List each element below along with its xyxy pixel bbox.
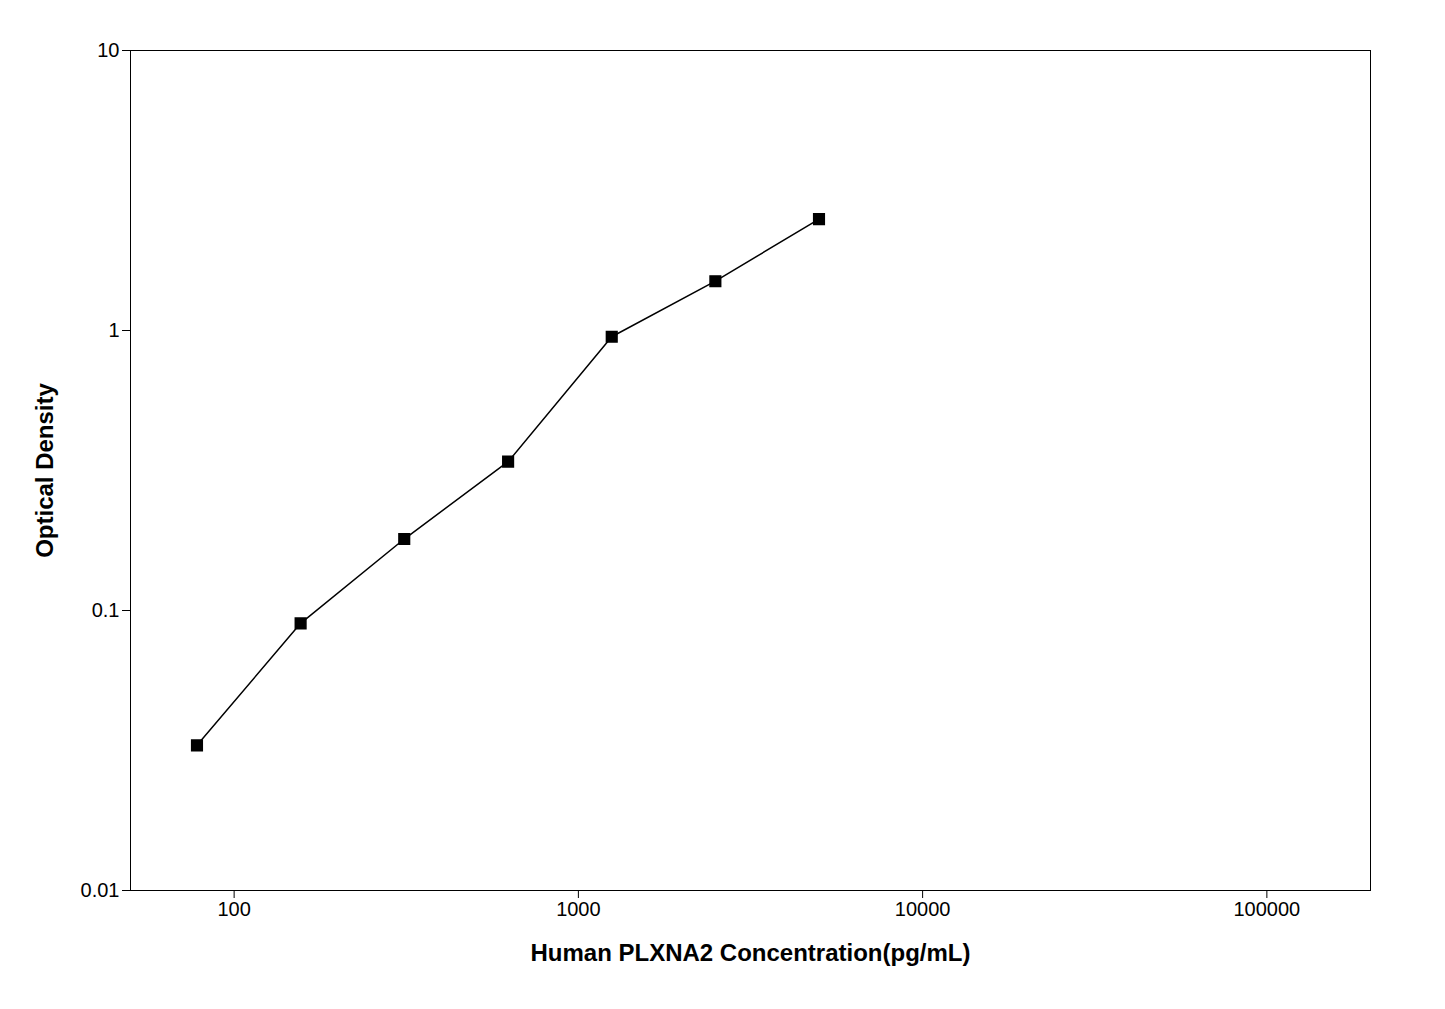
svg-text:Optical Density: Optical Density: [31, 382, 58, 557]
svg-text:10: 10: [97, 39, 119, 61]
svg-text:0.01: 0.01: [81, 879, 120, 901]
svg-text:100: 100: [217, 898, 250, 920]
svg-text:0.1: 0.1: [92, 599, 120, 621]
svg-text:100000: 100000: [1233, 898, 1300, 920]
svg-text:10000: 10000: [895, 898, 951, 920]
svg-text:1: 1: [108, 319, 119, 341]
svg-text:Human PLXNA2 Concentration(pg/: Human PLXNA2 Concentration(pg/mL): [530, 939, 970, 966]
svg-text:1000: 1000: [556, 898, 601, 920]
